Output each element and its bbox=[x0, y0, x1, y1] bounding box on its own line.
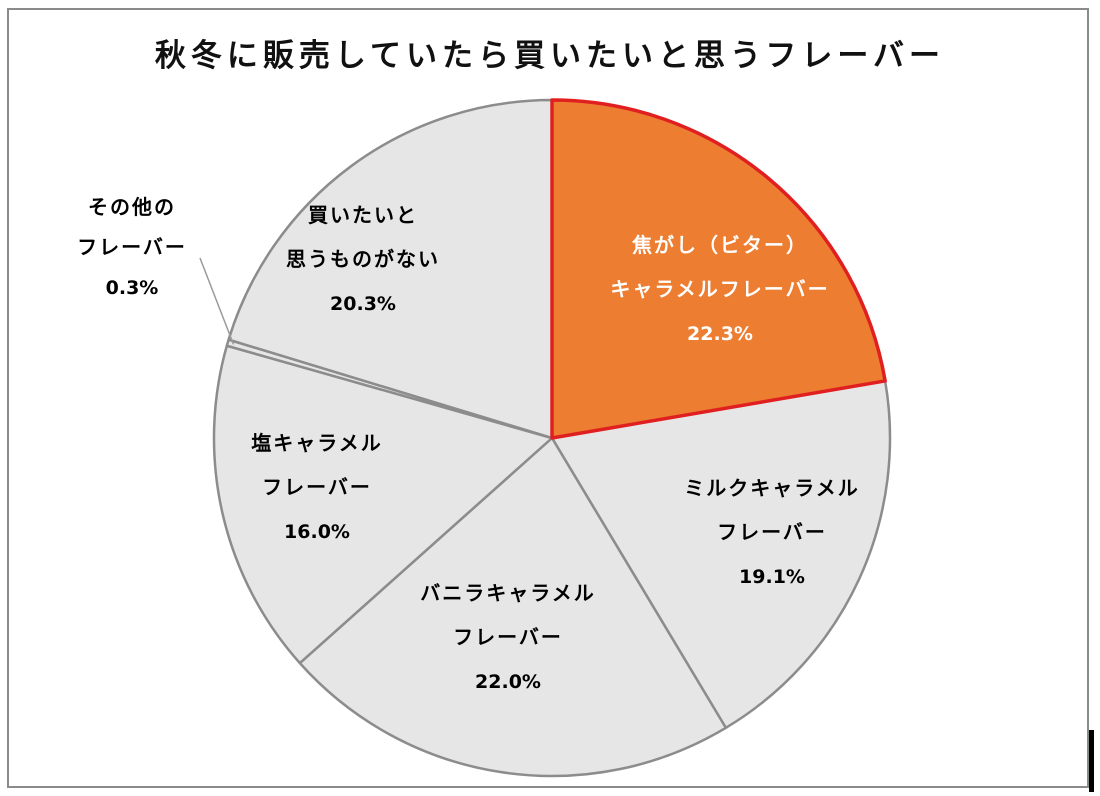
slice-label-0-line-0: 焦がし（ビター） bbox=[632, 233, 808, 257]
slice-label-1-line-1: フレーバー bbox=[717, 520, 827, 544]
slice-percent-1: 19.1% bbox=[739, 566, 805, 588]
slice-percent-4: 0.3% bbox=[106, 277, 159, 299]
leader-line bbox=[199, 257, 235, 345]
slice-label-3-line-1: フレーバー bbox=[262, 475, 372, 499]
slice-label-2-line-1: フレーバー bbox=[453, 625, 563, 649]
slice-label-4-line-1: フレーバー bbox=[77, 235, 187, 259]
pie-slice-2 bbox=[298, 436, 728, 778]
slice-label-5-line-1: 思うものがない bbox=[286, 247, 440, 271]
pie-slice-1 bbox=[550, 379, 892, 730]
slice-percent-5: 20.3% bbox=[330, 293, 396, 315]
slice-percent-2: 22.0% bbox=[475, 671, 541, 693]
slice-label-1-line-0: ミルクキャラメル bbox=[684, 476, 859, 500]
slice-percent-0: 22.3% bbox=[687, 323, 753, 345]
slice-percent-3: 16.0% bbox=[284, 521, 350, 543]
edge-mark bbox=[1089, 730, 1094, 792]
chart-title: 秋冬に販売していたら買いたいと思うフレーバー bbox=[154, 38, 946, 74]
pie-slice-0 bbox=[550, 98, 887, 440]
slice-label-5-line-0: 買いたいと bbox=[308, 203, 418, 227]
slice-label-0-line-1: キャラメルフレーバー bbox=[610, 277, 829, 301]
slice-label-3-line-0: 塩キャラメル bbox=[251, 431, 382, 455]
slice-label-2-line-0: バニラキャラメル bbox=[420, 581, 595, 605]
pie-slice-3 bbox=[212, 344, 554, 665]
pie-slice-5 bbox=[227, 98, 554, 440]
slice-label-4-line-0: その他の bbox=[88, 195, 176, 219]
